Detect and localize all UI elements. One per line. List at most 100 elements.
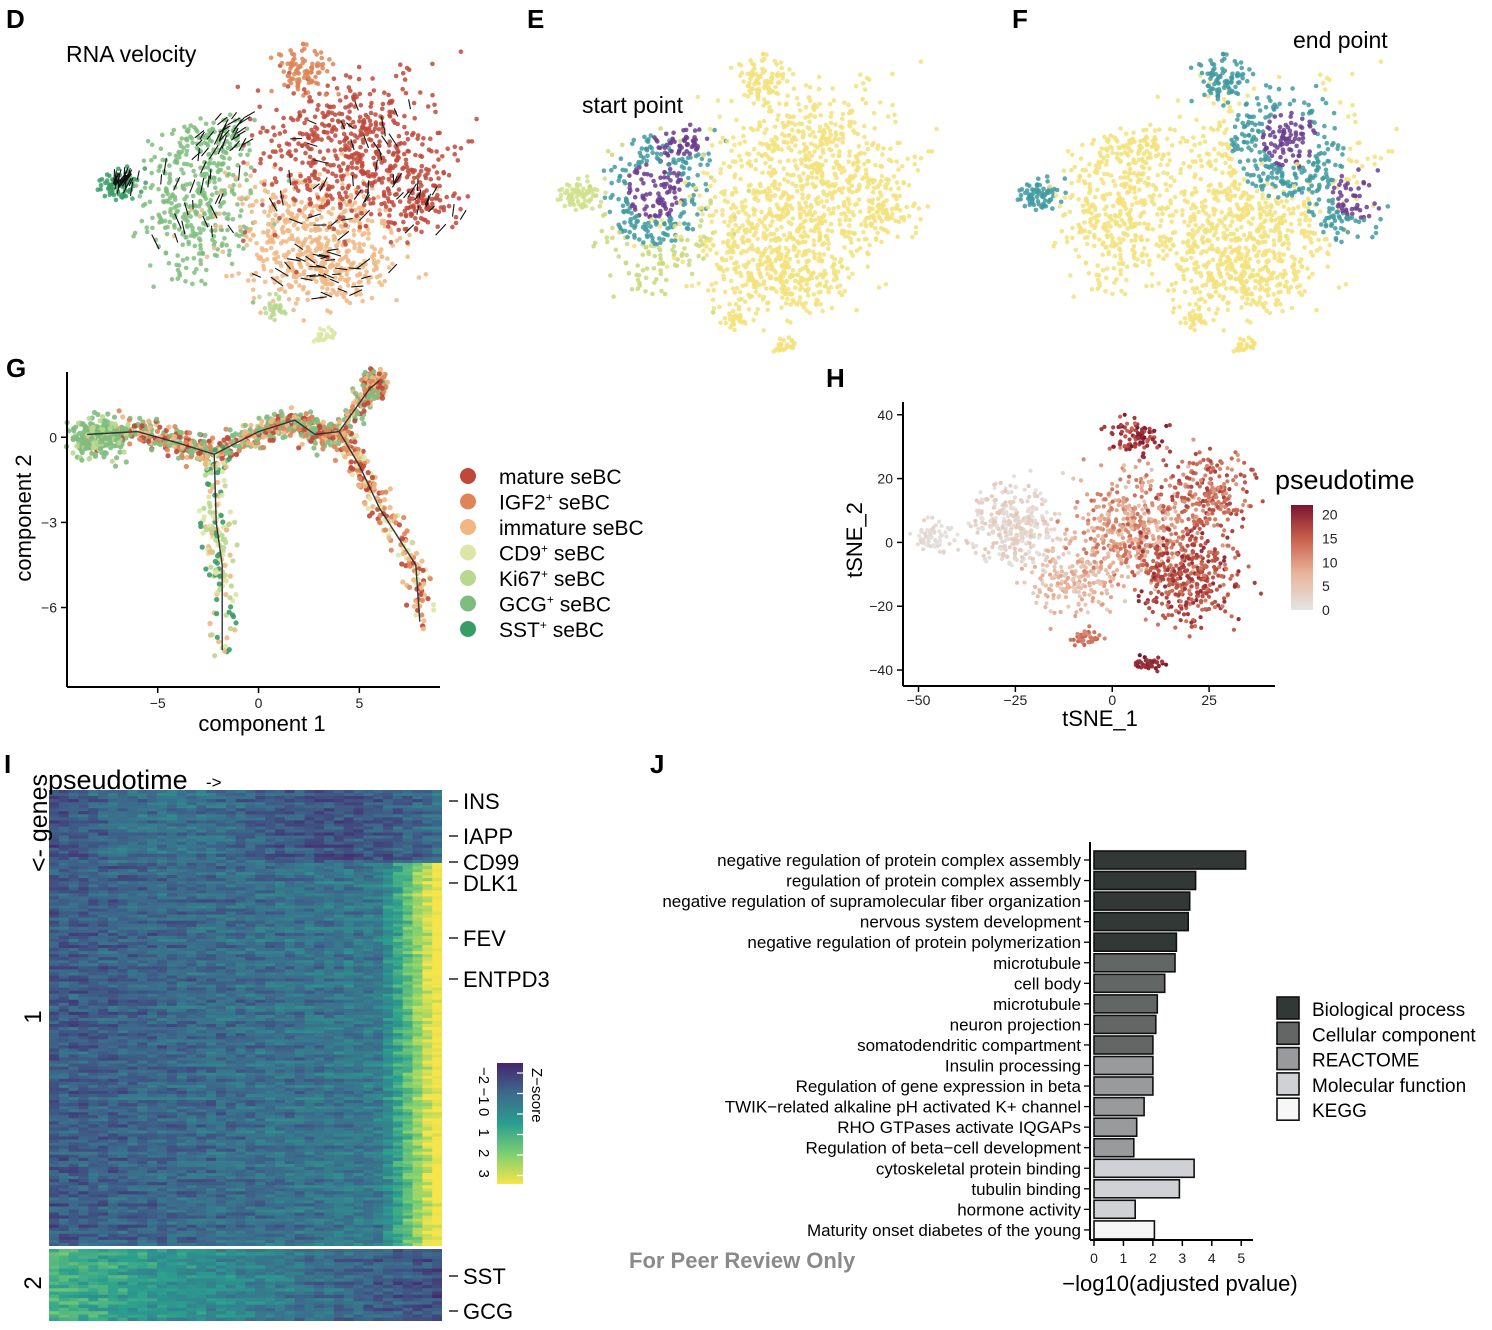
cell-point <box>1271 242 1277 248</box>
cell-point <box>654 155 660 161</box>
cell-point <box>745 71 750 77</box>
cell-point <box>770 71 775 77</box>
cell-point <box>278 241 284 246</box>
cell-point <box>752 146 757 152</box>
cell-point <box>167 171 173 177</box>
cell-point <box>1094 213 1099 219</box>
cell-point <box>1113 183 1118 188</box>
cell-point <box>1269 204 1274 210</box>
velocity-arrow <box>367 180 370 195</box>
velocity-arrow <box>217 116 228 126</box>
cell-point <box>781 124 787 130</box>
cell-point <box>892 193 897 199</box>
cell-point <box>708 236 714 242</box>
cell-point <box>705 171 710 176</box>
cell-point <box>1122 170 1127 175</box>
cell-point <box>198 230 203 236</box>
cell-point <box>1243 279 1249 285</box>
cell-point <box>330 61 336 67</box>
cell-point <box>782 177 787 182</box>
cell-point <box>708 183 713 189</box>
cell-point <box>245 161 250 166</box>
cell-point <box>720 212 725 218</box>
cell-point <box>211 120 216 126</box>
cell-point <box>327 221 333 226</box>
cell-point <box>1211 317 1216 323</box>
cell-point <box>890 71 895 77</box>
cell-point <box>746 188 752 194</box>
cell-point <box>163 188 169 194</box>
cell-point <box>325 169 331 174</box>
cell-point <box>880 208 885 214</box>
cell-point <box>1096 273 1102 278</box>
cell-point <box>1247 256 1253 262</box>
cell-point <box>357 272 363 277</box>
cell-point <box>763 160 768 166</box>
cell-point <box>209 139 214 144</box>
cell-point <box>330 184 335 190</box>
cell-point <box>1091 137 1097 143</box>
cell-point <box>267 154 273 160</box>
velocity-arrow <box>221 135 228 149</box>
cell-point <box>774 62 779 67</box>
cell-point <box>768 173 774 179</box>
cell-point <box>869 223 874 229</box>
cell-point <box>247 148 252 153</box>
cell-point <box>173 157 179 163</box>
cell-point <box>1117 246 1122 251</box>
cell-point <box>640 268 646 273</box>
cell-point <box>651 266 657 271</box>
cell-point <box>368 104 374 109</box>
cell-point <box>1036 176 1041 182</box>
velocity-arrow <box>356 258 371 270</box>
cell-point <box>741 79 746 84</box>
cell-point <box>701 170 706 175</box>
cell-point <box>388 165 394 171</box>
cell-point <box>775 117 780 122</box>
cell-point <box>1288 284 1294 290</box>
cell-point <box>721 268 726 274</box>
cell-point <box>190 193 196 199</box>
cell-point <box>181 161 187 167</box>
cell-point <box>347 140 352 146</box>
cell-point <box>466 139 471 144</box>
cell-point <box>305 248 311 254</box>
cell-point <box>352 139 357 144</box>
cell-point <box>371 257 377 263</box>
cell-point <box>1317 245 1323 251</box>
cell-point <box>856 197 862 202</box>
velocity-arrow <box>391 172 403 188</box>
cell-point <box>774 136 780 142</box>
cell-point <box>1070 225 1075 231</box>
cell-point <box>1248 320 1253 325</box>
cell-point <box>620 203 626 209</box>
cell-point <box>341 215 346 220</box>
cell-point <box>699 156 705 162</box>
cell-point <box>1111 266 1117 271</box>
cell-point <box>934 126 939 132</box>
cell-point <box>828 120 834 126</box>
cell-point <box>1092 235 1097 240</box>
cell-point <box>341 295 347 300</box>
cell-point <box>892 112 897 118</box>
cell-point <box>1034 194 1040 200</box>
cell-point <box>818 113 824 118</box>
cell-point <box>289 265 295 271</box>
cell-point <box>878 225 884 231</box>
cell-point <box>1145 237 1150 243</box>
cell-point <box>798 157 804 162</box>
cell-point <box>666 210 672 216</box>
cell-point <box>754 279 759 285</box>
cell-point <box>597 203 603 209</box>
cell-point <box>746 307 752 312</box>
velocity-arrow <box>319 177 328 192</box>
cell-point <box>840 165 846 171</box>
cell-point <box>829 305 835 311</box>
cell-point <box>1170 310 1176 315</box>
cell-point <box>753 311 759 316</box>
cell-point <box>622 228 628 234</box>
cell-point <box>309 127 314 133</box>
cell-point <box>258 156 264 162</box>
cell-point <box>331 76 337 81</box>
cell-point <box>395 149 400 155</box>
